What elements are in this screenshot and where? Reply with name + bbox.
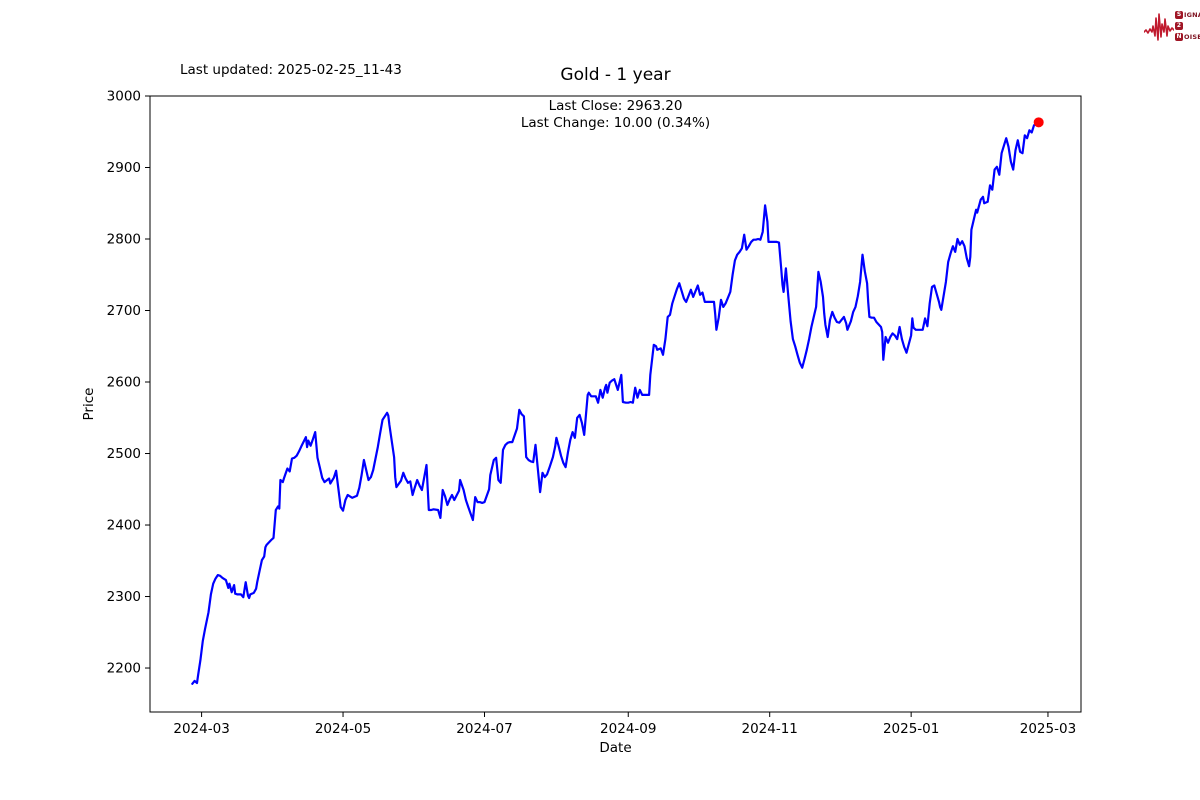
logo-row-noise: N OISE bbox=[1175, 33, 1200, 41]
price-line bbox=[191, 121, 1040, 685]
plot-border bbox=[149, 95, 1082, 713]
y-tick-label: 2600 bbox=[107, 375, 141, 391]
y-axis-label: Price bbox=[81, 388, 97, 421]
last-close-annotation: Last Close: 2963.20 bbox=[548, 98, 683, 114]
x-tick-label: 2024-11 bbox=[741, 721, 797, 737]
last-price-marker bbox=[1033, 117, 1044, 128]
y-tick-label: 2700 bbox=[107, 303, 141, 319]
x-tick-label: 2024-09 bbox=[600, 721, 656, 737]
logo-rest-signal: IGNAL bbox=[1184, 11, 1200, 19]
waveform-icon bbox=[1144, 13, 1174, 41]
chart-title: Gold - 1 year bbox=[560, 65, 671, 85]
logo-badge-s: S bbox=[1175, 11, 1183, 19]
logo-text: S IGNAL 2 N OISE bbox=[1175, 11, 1200, 41]
y-tick-label: 2800 bbox=[107, 232, 141, 248]
logo-row-2: 2 bbox=[1175, 22, 1200, 30]
x-tick-label: 2024-03 bbox=[173, 721, 229, 737]
x-tick-label: 2024-05 bbox=[315, 721, 371, 737]
y-tick-label: 2400 bbox=[107, 518, 141, 534]
logo-badge-2: 2 bbox=[1175, 22, 1183, 30]
y-tick-label: 2200 bbox=[107, 661, 141, 677]
y-tick-label: 3000 bbox=[107, 89, 141, 105]
x-tick-label: 2024-07 bbox=[456, 721, 512, 737]
logo-row-signal: S IGNAL bbox=[1175, 11, 1200, 19]
y-tick-label: 2500 bbox=[107, 446, 141, 462]
x-tick-label: 2025-03 bbox=[1020, 721, 1076, 737]
last-updated-text: Last updated: 2025-02-25_11-43 bbox=[180, 62, 402, 78]
logo-rest-noise: OISE bbox=[1184, 33, 1200, 41]
y-tick-label: 2300 bbox=[107, 589, 141, 605]
last-change-annotation: Last Change: 10.00 (0.34%) bbox=[520, 115, 711, 131]
x-tick-label: 2025-01 bbox=[883, 721, 939, 737]
logo-badge-n: N bbox=[1175, 33, 1183, 41]
y-tick-label: 2900 bbox=[107, 160, 141, 176]
x-axis-label: Date bbox=[599, 740, 631, 756]
signal2noise-logo: S IGNAL 2 N OISE bbox=[1144, 4, 1200, 48]
